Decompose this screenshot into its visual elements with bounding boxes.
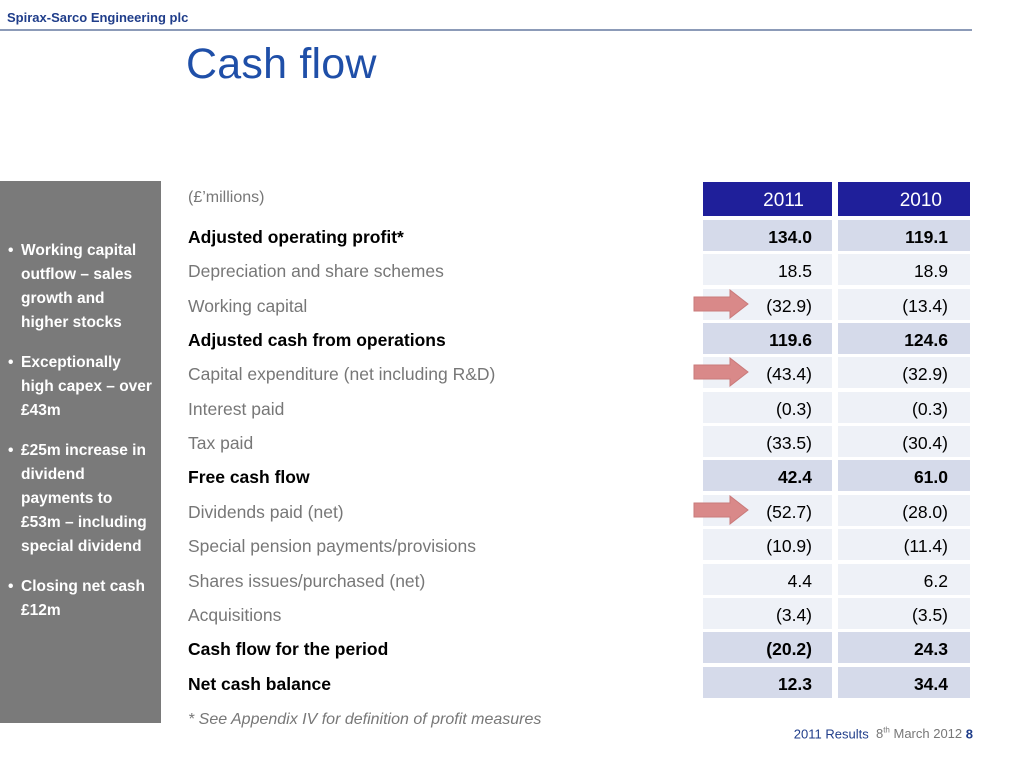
highlight-arrow-icon [693, 288, 749, 319]
value-2010: 18.9 [838, 254, 970, 286]
value-2011: 42.4 [703, 460, 832, 492]
value-2011: (33.5) [703, 426, 832, 458]
row-label: Cash flow for the period [188, 639, 389, 660]
page-number: 8 [965, 726, 973, 742]
footer-date-day: 8 [875, 726, 884, 742]
row-label: Free cash flow [188, 467, 310, 488]
bullet-icon: • [8, 442, 14, 459]
table-row: Interest paid (0.3) (0.3) [0, 391, 1024, 426]
row-label: Tax paid [188, 433, 254, 454]
footer-results: 2011 Results [793, 726, 869, 742]
value-2011: 18.5 [703, 254, 832, 286]
key-point-text: Working capital outflow – sales growth a… [21, 242, 137, 331]
value-2010: (32.9) [838, 357, 970, 389]
table-row: Adjusted operating profit* 134.0 119.1 [0, 220, 1024, 254]
table-row: Tax paid (33.5) (30.4) [0, 426, 1024, 460]
table-row: Dividends paid (net) (52.7) (28.0) [0, 494, 1024, 529]
table-row: Net cash balance 12.3 34.4 [0, 666, 1024, 701]
key-point: • £25m increase in dividend payments to £… [8, 439, 156, 559]
footer-date: 8th March 2012 [876, 726, 962, 741]
row-label: Working capital [188, 295, 308, 316]
value-2010: 34.4 [838, 666, 970, 698]
table-row: Capital expenditure (net including R&D) (… [0, 357, 1024, 391]
row-label: Special pension payments/provisions [188, 536, 476, 557]
header-divider [0, 29, 972, 31]
key-point-text: Closing net cash £12m [21, 578, 146, 619]
value-2010: (28.0) [838, 494, 970, 526]
units-label: (£’millions) [188, 189, 265, 206]
value-2011: (3.4) [703, 597, 832, 629]
value-2010: (3.5) [838, 597, 970, 629]
value-2010: 24.3 [838, 632, 970, 664]
row-label: Capital expenditure (net including R&D) [188, 364, 496, 385]
column-header-2011: 2011 [703, 182, 832, 216]
key-point: • Exceptionally high capex – over £43m [8, 351, 156, 423]
value-2010: (30.4) [838, 426, 970, 458]
bullet-icon: • [8, 578, 14, 595]
highlight-arrow-icon [693, 357, 749, 388]
row-label: Shares issues/purchased (net) [188, 570, 426, 591]
footer-date-suffix: th [883, 726, 890, 735]
footer-date-rest: March 2012 [893, 726, 963, 742]
key-point: • Working capital outflow – sales growth … [8, 239, 156, 335]
value-2010: 61.0 [838, 460, 970, 492]
slide-title: Cash flow [186, 40, 377, 88]
value-2011: (20.2) [703, 632, 832, 664]
value-2011: 119.6 [703, 323, 832, 355]
row-label: Dividends paid (net) [188, 501, 344, 522]
table-row: Cash flow for the period (20.2) 24.3 [0, 632, 1024, 666]
row-label: Adjusted operating profit* [188, 227, 404, 247]
table-row: Adjusted cash from operations 119.6 124.6 [0, 323, 1024, 357]
company-name: Spirax-Sarco Engineering plc [7, 10, 189, 25]
value-2011: 4.4 [703, 563, 832, 595]
key-point-text: Exceptionally high capex – over £43m [21, 354, 152, 419]
bullet-icon: • [8, 242, 14, 259]
table-row: Acquisitions (3.4) (3.5) [0, 597, 1024, 632]
key-point-text: £25m increase in dividend payments to £5… [21, 442, 147, 555]
value-2010: (0.3) [838, 391, 970, 423]
footnote: * See Appendix IV for definition of prof… [188, 711, 542, 728]
value-2010: 124.6 [838, 323, 970, 355]
table-row: Free cash flow 42.4 61.0 [0, 460, 1024, 494]
row-label: Adjusted cash from operations [188, 330, 446, 351]
row-label: Depreciation and share schemes [188, 261, 444, 282]
value-2011: 12.3 [703, 666, 832, 698]
slide-footer: 2011 Results 8th March 2012 8 [794, 726, 973, 741]
highlight-arrow-icon [693, 494, 749, 525]
row-label: Interest paid [188, 398, 285, 419]
table-row: Special pension payments/provisions (10.9… [0, 529, 1024, 563]
value-2010: 6.2 [838, 563, 970, 595]
table-row: Shares issues/purchased (net) 4.4 6.2 [0, 563, 1024, 598]
value-2010: (11.4) [838, 529, 970, 561]
value-2010: (13.4) [838, 288, 970, 320]
value-2011: 134.0 [703, 220, 832, 251]
value-2011: (0.3) [703, 391, 832, 423]
key-point: • Closing net cash £12m [8, 575, 156, 623]
bullet-icon: • [8, 354, 14, 371]
row-label: Acquisitions [188, 604, 282, 625]
value-2011: (10.9) [703, 529, 832, 561]
table-row: Depreciation and share schemes 18.5 18.9 [0, 254, 1024, 288]
value-2010: 119.1 [838, 220, 970, 251]
key-points-list: • Working capital outflow – sales growth … [8, 239, 156, 639]
row-label: Net cash balance [188, 673, 331, 694]
table-row: Working capital (32.9) (13.4) [0, 288, 1024, 323]
key-points-panel: • Working capital outflow – sales growth … [0, 181, 161, 723]
column-header-2010: 2010 [838, 182, 970, 216]
